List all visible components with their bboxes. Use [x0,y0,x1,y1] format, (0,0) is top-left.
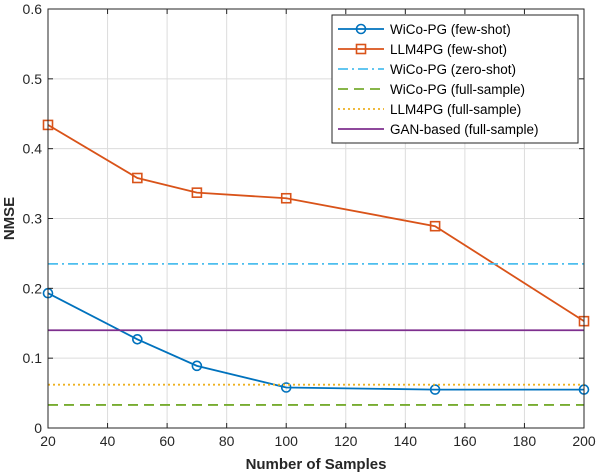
y-tick-label: 0.3 [23,211,43,227]
y-tick-label: 0 [34,420,42,436]
x-tick-label: 40 [100,433,116,449]
data-point-marker [191,360,203,372]
y-tick-label: 0.1 [23,350,43,366]
x-tick-label: 140 [394,433,418,449]
y-tick-label: 0.6 [23,1,43,17]
axis-ticks: 20 40 60 80 100 120 140 160 180 200 0 0.1 0.2 0.3 0.4 0… [23,1,596,449]
legend: WiCo-PG (few-shot) LLM4PG (few-shot) WiCo-… [331,14,579,144]
legend-label: WiCo-PG (full-sample) [390,82,525,97]
y-tick-label: 0.2 [23,280,43,296]
x-tick-label: 180 [513,433,537,449]
legend-label: LLM4PG (full-sample) [390,102,521,117]
y-tick-label: 0.4 [23,141,43,157]
data-point-marker [132,334,143,345]
series-0 [42,287,590,395]
legend-box [331,14,579,144]
legend-label: WiCo-PG (zero-shot) [390,62,516,77]
data-point-marker [429,384,441,395]
legend-marker [355,23,367,35]
data-point-marker [191,187,203,198]
legend-label: GAN-based (full-sample) [390,122,539,137]
series-lines [42,119,590,406]
y-axis-label: NMSE [1,197,18,240]
x-tick-label: 80 [219,433,235,449]
data-point-marker [280,192,292,204]
x-tick-label: 100 [275,433,299,449]
data-point-marker [280,382,292,393]
x-axis-label: Number of Samples [246,456,387,473]
x-tick-label: 120 [334,433,358,449]
series-line [47,124,585,322]
legend-label: WiCo-PG (few-shot) [390,22,511,37]
series-1 [42,119,590,327]
series-line [47,292,584,391]
x-tick-label: 160 [453,433,477,449]
legend-marker [355,43,367,55]
data-point-marker [132,172,143,184]
x-tick-label: 200 [572,433,596,449]
legend-label: LLM4PG (few-shot) [390,42,507,57]
x-tick-label: 20 [40,433,56,449]
data-point-marker [429,220,441,232]
x-tick-label: 60 [159,433,175,449]
y-tick-label: 0.5 [23,71,43,87]
